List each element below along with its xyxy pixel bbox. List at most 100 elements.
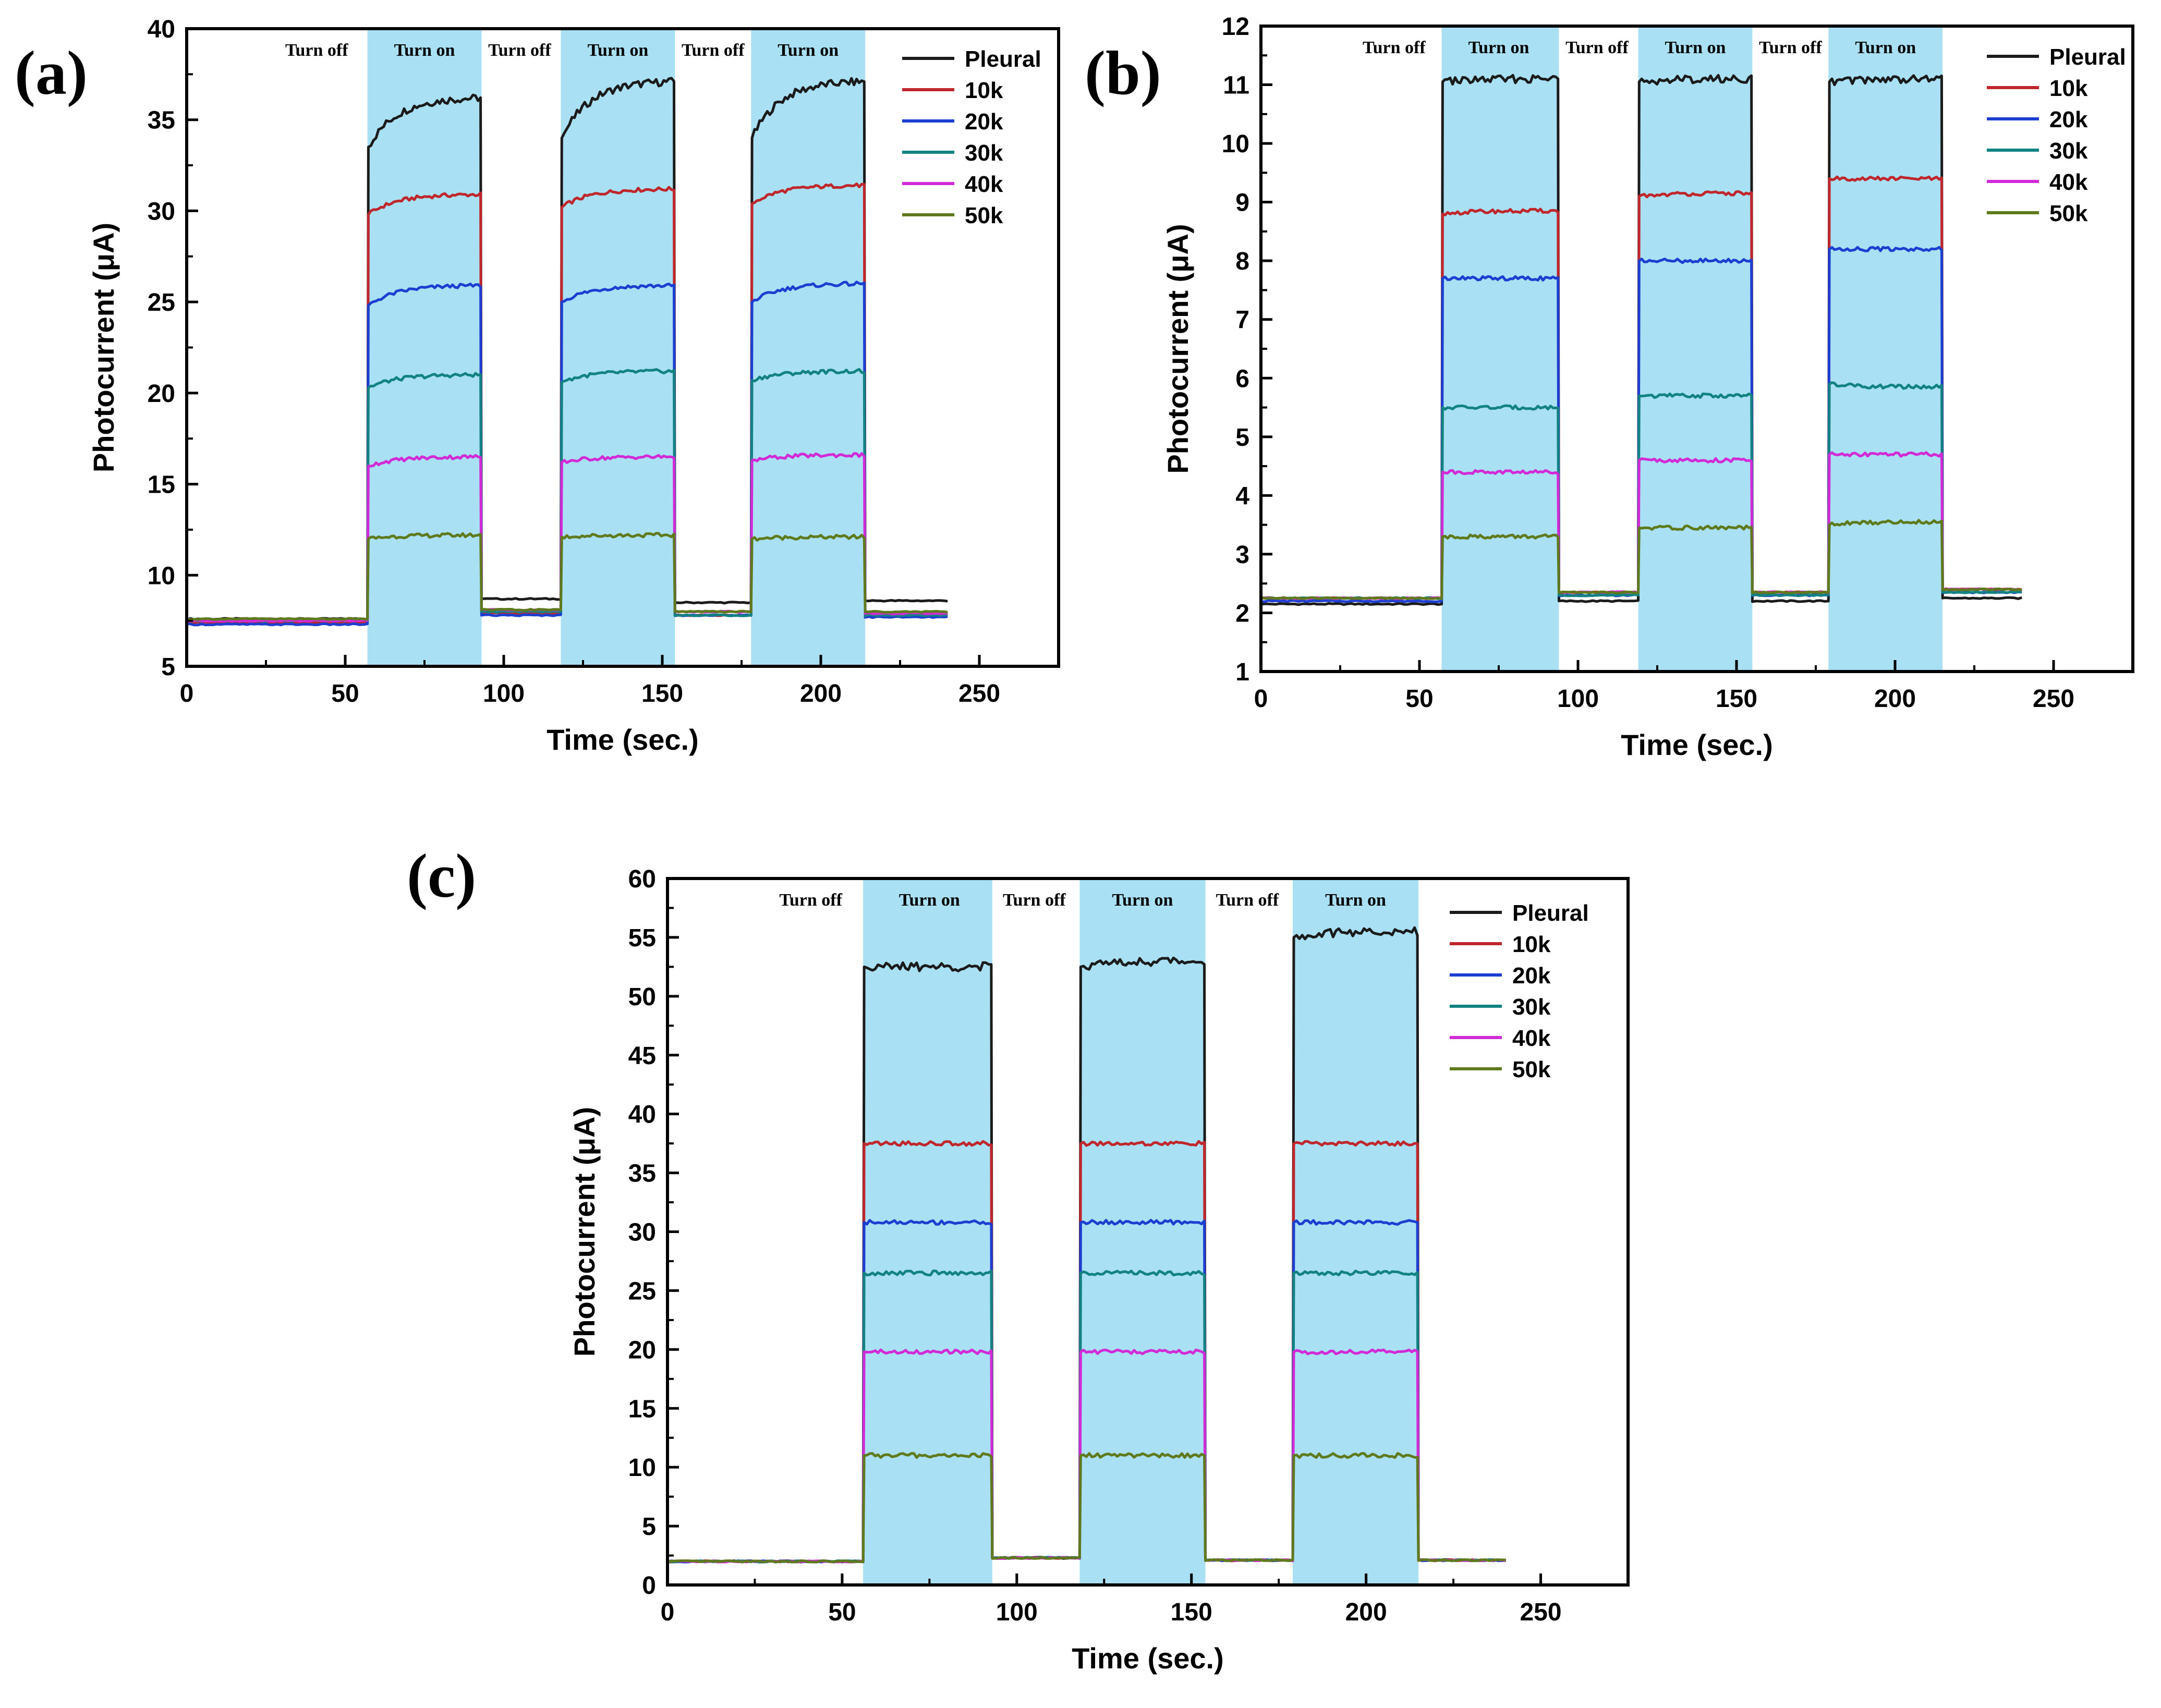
y-tick-label: 5	[161, 653, 175, 681]
on-period-band	[561, 29, 675, 666]
phase-label: Turn on	[587, 41, 648, 60]
x-tick-label: 0	[661, 1599, 675, 1626]
y-tick-label: 40	[628, 1101, 656, 1129]
legend-label-50k: 50k	[1512, 1057, 1551, 1082]
legend-label-50k: 50k	[2049, 201, 2088, 226]
legend-label-10k: 10k	[965, 78, 1003, 103]
x-tick-label: 50	[1405, 685, 1433, 713]
y-tick-label: 30	[148, 198, 175, 225]
panel-letter-b: (b)	[1085, 38, 1161, 107]
phase-label: Turn off	[1216, 890, 1279, 910]
phase-label: Turn on	[899, 890, 960, 910]
y-tick-label: 0	[642, 1572, 656, 1600]
y-tick-label: 10	[148, 562, 175, 590]
x-tick-label: 0	[1254, 685, 1268, 713]
legend-label-10k: 10k	[1512, 932, 1551, 957]
legend-label-20k: 20k	[1512, 963, 1551, 989]
y-tick-label: 15	[628, 1395, 656, 1423]
legend-label-pleural: Pleural	[965, 46, 1041, 72]
y-axis-title: Photocurrent (μA)	[87, 223, 120, 472]
series-line-pleural	[1260, 74, 2022, 606]
panel-letter-a: (a)	[15, 38, 88, 107]
legend-label-30k: 30k	[2049, 138, 2088, 164]
on-period-band	[1079, 879, 1206, 1585]
y-tick-label: 11	[1223, 72, 1249, 100]
legend-label-30k: 30k	[1512, 994, 1551, 1020]
series-line-50k	[186, 532, 948, 621]
on-period-band	[863, 879, 992, 1585]
y-tick-label: 10	[628, 1454, 656, 1482]
series-line-20k	[186, 280, 948, 627]
on-period-band	[751, 29, 866, 666]
x-tick-label: 50	[331, 680, 359, 707]
legend-label-50k: 50k	[965, 203, 1003, 228]
on-period-band	[1292, 879, 1419, 1585]
y-tick-label: 50	[628, 983, 656, 1011]
on-period-band	[1828, 26, 1943, 672]
y-tick-label: 7	[1235, 307, 1249, 334]
series-line-20k	[1261, 246, 2022, 603]
y-tick-label: 35	[148, 107, 175, 135]
chart-panel-b: Turn off Turn on Turn off Turn on Turn off Tu…	[1161, 13, 2134, 761]
x-tick-label: 250	[1520, 1599, 1561, 1626]
legend-label-10k: 10k	[2049, 76, 2088, 101]
x-tick-label: 200	[1345, 1599, 1387, 1626]
phase-label: Turn off	[1759, 38, 1822, 57]
phase-label: Turn off	[285, 41, 348, 60]
y-tick-label: 40	[148, 16, 175, 43]
legend-label-40k: 40k	[965, 172, 1003, 197]
y-tick-label: 6	[1235, 365, 1249, 393]
y-tick-label: 60	[628, 865, 656, 893]
y-tick-label: 25	[148, 289, 175, 316]
y-tick-label: 4	[1235, 482, 1249, 510]
legend-label-pleural: Pleural	[1512, 900, 1589, 926]
y-tick-label: 10	[1222, 130, 1249, 158]
x-tick-label: 250	[2033, 685, 2074, 713]
x-tick-label: 150	[641, 680, 683, 707]
chart-panel-c: Turn off Turn on Turn off Turn on Turn off Tu…	[568, 865, 1630, 1675]
x-tick-label: 200	[800, 680, 842, 707]
on-period-band	[1441, 26, 1559, 672]
y-axis-title: Photocurrent (μA)	[1161, 224, 1194, 473]
y-tick-label: 25	[628, 1277, 656, 1305]
legend-label-40k: 40k	[2049, 169, 2088, 195]
panel-letter-c: (c)	[407, 841, 476, 910]
y-tick-label: 20	[148, 380, 175, 408]
legend-label-20k: 20k	[965, 109, 1003, 135]
phase-label: Turn on	[1468, 38, 1529, 57]
y-tick-label: 3	[1235, 541, 1249, 569]
legend-label-30k: 30k	[965, 140, 1003, 166]
on-period-band	[367, 29, 482, 666]
y-tick-label: 30	[628, 1219, 656, 1247]
phase-label: Turn off	[488, 41, 551, 60]
series-line-50k	[1260, 519, 2022, 600]
x-axis-title: Time (sec.)	[547, 723, 699, 756]
y-tick-label: 2	[1235, 600, 1249, 627]
y-tick-label: 1	[1235, 658, 1249, 686]
on-period-band	[1638, 26, 1753, 672]
y-tick-label: 9	[1235, 189, 1249, 217]
phase-label: Turn off	[682, 41, 745, 60]
x-tick-label: 100	[483, 680, 525, 707]
phase-label: Turn on	[394, 41, 455, 60]
y-tick-label: 12	[1222, 13, 1249, 41]
phase-label: Turn on	[1112, 890, 1173, 910]
phase-label: Turn off	[1003, 890, 1066, 910]
x-axis-title: Time (sec.)	[1072, 1642, 1224, 1675]
x-tick-label: 200	[1874, 685, 1916, 713]
y-tick-label: 5	[642, 1513, 656, 1541]
x-tick-label: 150	[1171, 1599, 1212, 1626]
x-tick-label: 0	[180, 680, 194, 707]
y-tick-label: 5	[1235, 424, 1249, 452]
x-axis-title: Time (sec.)	[1621, 728, 1773, 761]
phase-label: Turn on	[778, 41, 839, 60]
x-tick-label: 50	[828, 1599, 856, 1626]
legend-label-pleural: Pleural	[2049, 44, 2126, 70]
x-tick-label: 250	[958, 680, 1000, 707]
phase-label: Turn off	[1363, 38, 1426, 57]
y-axis-title: Photocurrent (μA)	[568, 1107, 601, 1357]
y-tick-label: 35	[628, 1160, 656, 1188]
phase-label: Turn off	[1565, 38, 1629, 57]
legend-label-20k: 20k	[2049, 107, 2088, 132]
